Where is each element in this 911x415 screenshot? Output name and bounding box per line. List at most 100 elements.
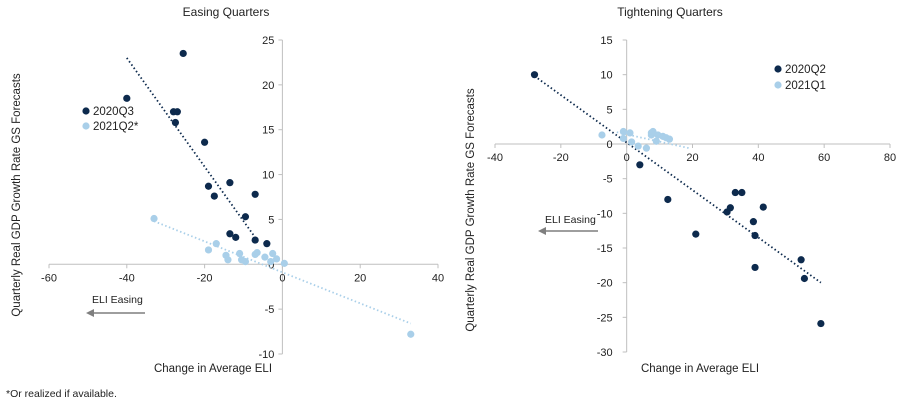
chart-title: Tightening Quarters bbox=[617, 5, 723, 19]
y-tick-label: -25 bbox=[597, 312, 613, 324]
data-point-2020Q2 bbox=[817, 319, 825, 328]
data-point-2020Q2 bbox=[759, 203, 767, 211]
data-point-2020Q3 bbox=[226, 230, 234, 238]
y-tick-label: -10 bbox=[258, 349, 274, 361]
x-tick-label: 0 bbox=[279, 272, 285, 284]
legend-label: 2020Q2 bbox=[785, 64, 826, 76]
x-tick-label: 60 bbox=[818, 152, 830, 164]
y-tick-label: 20 bbox=[262, 80, 274, 92]
chart-panel-1: Easing Quarters -60 -40 -20 0 20 40 -10 -5 0 5 10 15… bbox=[11, 5, 444, 375]
data-point-2020Q3 bbox=[179, 49, 187, 58]
data-point-2020Q2 bbox=[738, 188, 746, 197]
annotation-arrow-head bbox=[538, 227, 546, 235]
legend-label: 2021Q2* bbox=[93, 121, 139, 133]
data-point-2020Q2 bbox=[800, 274, 809, 283]
y-tick-label: 0 bbox=[607, 139, 613, 151]
y-tick-label: -20 bbox=[597, 278, 613, 290]
legend-marker bbox=[774, 81, 782, 89]
y-tick-label: -5 bbox=[603, 174, 613, 186]
data-point-2021Q2 bbox=[272, 255, 281, 263]
data-point-2020Q3 bbox=[173, 108, 181, 116]
data-point-2020Q2 bbox=[751, 231, 759, 240]
data-point-2021Q1 bbox=[598, 131, 606, 139]
y-tick-label: -15 bbox=[597, 243, 613, 255]
y-tick-label: 15 bbox=[262, 125, 274, 137]
data-point-2021Q1 bbox=[634, 142, 642, 150]
y-tick-label: 25 bbox=[262, 35, 274, 47]
y-axis-label: Quarterly Real GDP Growth Rate GS Foreca… bbox=[465, 88, 477, 332]
annotation-arrow-head bbox=[86, 309, 94, 317]
data-point-2020Q2 bbox=[692, 230, 700, 238]
data-point-2021Q2 bbox=[269, 249, 277, 258]
data-point-2021Q2 bbox=[267, 257, 275, 266]
data-point-2020Q3 bbox=[201, 138, 209, 146]
data-point-2020Q3 bbox=[263, 240, 271, 248]
x-tick-label: -40 bbox=[119, 272, 135, 284]
data-point-2020Q3 bbox=[123, 94, 131, 102]
data-point-2020Q2 bbox=[726, 204, 734, 212]
x-tick-label: 80 bbox=[884, 152, 896, 164]
y-tick-label: 15 bbox=[600, 35, 612, 47]
y-tick-label: 0 bbox=[268, 259, 274, 271]
data-point-2020Q2 bbox=[636, 161, 644, 169]
data-point-2021Q2 bbox=[241, 257, 250, 266]
y-tick-label: 5 bbox=[607, 104, 613, 116]
y-tick-label: 5 bbox=[268, 214, 274, 226]
data-point-2020Q2 bbox=[749, 218, 757, 226]
data-point-2021Q2 bbox=[150, 214, 158, 223]
y-tick-label: 10 bbox=[600, 70, 612, 82]
x-tick-label: -40 bbox=[487, 152, 503, 164]
data-point-2020Q3 bbox=[232, 233, 240, 241]
x-tick-label: -20 bbox=[553, 152, 569, 164]
x-tick-label: 20 bbox=[354, 272, 366, 284]
data-point-2021Q2 bbox=[224, 256, 232, 264]
data-point-2020Q3 bbox=[251, 236, 259, 244]
y-tick-label: -5 bbox=[265, 304, 275, 316]
data-point-2020Q3 bbox=[204, 182, 213, 190]
data-point-2020Q2 bbox=[751, 263, 759, 272]
legend-label: 2021Q1 bbox=[785, 80, 826, 92]
trend-line-2020Q2 bbox=[533, 75, 822, 284]
x-axis-label: Change in Average ELI bbox=[641, 363, 759, 375]
data-point-2021Q1 bbox=[642, 144, 651, 152]
x-tick-label: -60 bbox=[41, 272, 57, 284]
x-tick-label: 20 bbox=[686, 152, 698, 164]
data-point-2020Q2 bbox=[664, 195, 672, 204]
chart-title: Easing Quarters bbox=[183, 5, 270, 19]
data-point-2021Q2 bbox=[253, 249, 261, 257]
x-tick-label: 0 bbox=[624, 152, 630, 164]
data-point-2021Q1 bbox=[626, 129, 634, 137]
legend-label: 2020Q3 bbox=[93, 106, 134, 118]
trend-line-2020Q3 bbox=[126, 57, 256, 238]
data-point-2021Q2 bbox=[236, 249, 244, 258]
legend-marker bbox=[82, 107, 90, 115]
y-tick-label: 10 bbox=[262, 170, 274, 182]
y-axis-label: Quarterly Real GDP Growth Rate GS Foreca… bbox=[11, 73, 23, 317]
annotation-label: ELI Easing bbox=[92, 294, 143, 306]
data-point-2020Q2 bbox=[731, 188, 739, 197]
footnote: *Or realized if available. bbox=[6, 388, 117, 400]
data-point-2021Q2 bbox=[280, 259, 288, 267]
x-tick-label: 40 bbox=[432, 272, 444, 284]
data-point-2020Q3 bbox=[251, 190, 259, 198]
x-axis-label: Change in Average ELI bbox=[154, 363, 272, 375]
data-point-2020Q2 bbox=[797, 256, 805, 264]
chart-panel-2: Tightening Quarters -40 -20 0 20 40 60 80 -30 -25… bbox=[465, 5, 896, 375]
annotation-label: ELI Easing bbox=[545, 214, 596, 226]
data-point-2021Q2 bbox=[204, 246, 213, 254]
data-point-2021Q2 bbox=[212, 240, 220, 248]
data-point-2021Q1 bbox=[628, 138, 636, 146]
data-point-2020Q3 bbox=[241, 213, 250, 221]
data-point-2021Q1 bbox=[619, 127, 627, 136]
legend-marker bbox=[82, 122, 90, 130]
data-point-2021Q1 bbox=[652, 137, 660, 145]
x-tick-label: 40 bbox=[752, 152, 764, 164]
data-point-2020Q3 bbox=[210, 192, 218, 200]
y-tick-label: -10 bbox=[597, 208, 613, 220]
y-tick-label: -30 bbox=[597, 347, 613, 359]
data-point-2021Q2 bbox=[261, 253, 269, 261]
data-point-2021Q2 bbox=[407, 330, 415, 338]
data-point-2020Q3 bbox=[226, 179, 234, 187]
data-point-2021Q1 bbox=[619, 134, 627, 143]
